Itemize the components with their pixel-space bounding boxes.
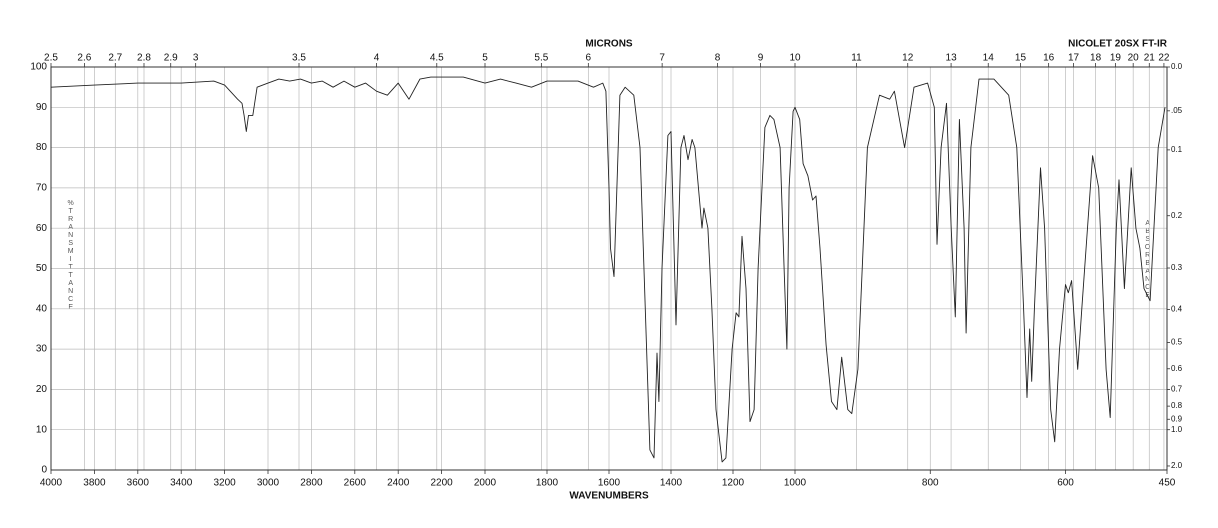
y-axis-label: %TRANSMITTANCE: [67, 200, 74, 312]
y2-tick-label: .05: [1171, 106, 1183, 115]
micron-tick-label: 10: [789, 53, 801, 64]
x-tick-label: 800: [922, 478, 939, 489]
x-tick-label: 4000: [40, 478, 63, 489]
micron-tick-label: 13: [946, 53, 958, 64]
y-tick-label: 70: [36, 183, 48, 194]
micron-tick-label: 2.5: [44, 53, 58, 64]
top-axis-label: MICRONS: [585, 39, 633, 50]
x-tick-label: 1600: [598, 478, 621, 489]
x-tick-label: 1800: [536, 478, 559, 489]
x-tick-label: 3400: [170, 478, 193, 489]
x-tick-label: 2000: [474, 478, 497, 489]
micron-tick-label: 14: [983, 53, 995, 64]
x-tick-label: 600: [1057, 478, 1074, 489]
micron-tick-label: 12: [902, 53, 914, 64]
y2-tick-label: 1.0: [1171, 425, 1183, 434]
micron-tick-label: 18: [1090, 53, 1102, 64]
micron-tick-label: 5.5: [534, 53, 548, 64]
micron-tick-label: 20: [1128, 53, 1140, 64]
y2-tick-label: 0.9: [1171, 414, 1183, 423]
spectrum-line: [50, 76, 1166, 463]
x-tick-label: 1400: [660, 478, 683, 489]
x-tick-label: 3200: [213, 478, 236, 489]
y2-tick-label: 0.0: [1171, 62, 1183, 71]
y2-axis-label: ABSORBANCE: [1144, 220, 1151, 300]
micron-tick-label: 8: [715, 53, 721, 64]
chart-title: NICOLET 20SX FT-IR: [1068, 39, 1168, 50]
x-tick-label: 3000: [257, 478, 280, 489]
micron-tick-label: 5: [482, 53, 488, 64]
micron-tick-label: 21: [1144, 53, 1156, 64]
micron-tick-label: 3: [193, 53, 199, 64]
micron-tick-label: 16: [1043, 53, 1055, 64]
micron-tick-label: 11: [851, 53, 862, 64]
micron-tick-label: 9: [758, 53, 764, 64]
micron-tick-label: 2.6: [77, 53, 91, 64]
y2-tick-label: 0.1: [1171, 145, 1183, 154]
micron-tick-label: 2.8: [137, 53, 151, 64]
x-tick-label: 2800: [300, 478, 323, 489]
micron-tick-label: 4.5: [430, 53, 444, 64]
x-tick-label: 3600: [127, 478, 150, 489]
y-tick-label: 0: [41, 465, 47, 476]
y2-tick-label: 0.8: [1171, 401, 1183, 410]
y-tick-label: 10: [36, 424, 48, 435]
y-tick-label: 80: [36, 142, 48, 153]
x-tick-label: 2600: [344, 478, 367, 489]
x-tick-label: 450: [1159, 478, 1176, 489]
y-tick-label: 60: [36, 223, 48, 234]
micron-tick-label: 4: [374, 53, 380, 64]
x-tick-label: 1000: [784, 478, 807, 489]
y2-tick-label: 0.2: [1171, 211, 1183, 220]
y-tick-label: 100: [30, 62, 47, 73]
y2-tick-label: 0.6: [1171, 364, 1183, 373]
micron-tick-label: 17: [1068, 53, 1080, 64]
micron-tick-label: 7: [659, 53, 665, 64]
x-axis-label: WAVENUMBERS: [569, 491, 649, 502]
micron-tick-label: 6: [586, 53, 592, 64]
x-tick-label: 2400: [387, 478, 410, 489]
micron-tick-label: 3.5: [292, 53, 306, 64]
y-tick-label: 20: [36, 384, 48, 395]
y2-tick-label: 0.7: [1171, 385, 1183, 394]
micron-tick-label: 2.7: [108, 53, 122, 64]
y-tick-label: 50: [36, 263, 48, 274]
x-tick-label: 1200: [722, 478, 745, 489]
x-tick-label: 3800: [83, 478, 106, 489]
micron-tick-label: 15: [1015, 53, 1027, 64]
y2-tick-label: 0.4: [1171, 305, 1183, 314]
micron-tick-label: 22: [1158, 53, 1170, 64]
y-tick-label: 90: [36, 102, 48, 113]
y2-tick-label: 0.3: [1171, 263, 1183, 272]
micron-tick-label: 19: [1110, 53, 1122, 64]
micron-tick-label: 2.9: [164, 53, 178, 64]
y2-tick-label: 2.0: [1171, 461, 1183, 470]
y-tick-label: 30: [36, 344, 48, 355]
y2-tick-label: 0.5: [1171, 338, 1183, 347]
y-tick-label: 40: [36, 303, 48, 314]
x-tick-label: 2200: [430, 478, 453, 489]
